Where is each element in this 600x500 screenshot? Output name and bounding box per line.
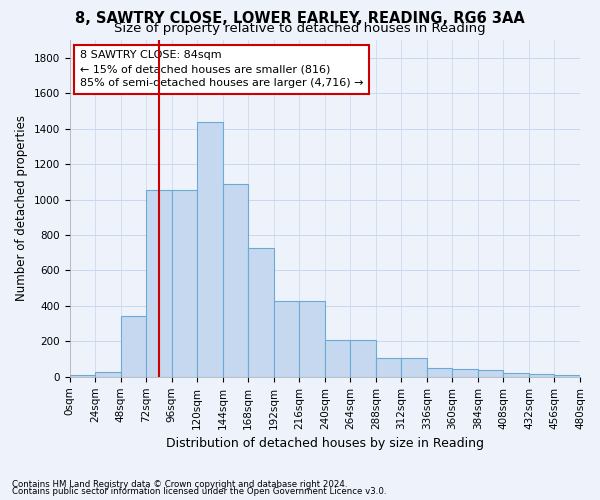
Bar <box>452 369 478 377</box>
Bar <box>70 376 95 377</box>
Text: Contains HM Land Registry data © Crown copyright and database right 2024.: Contains HM Land Registry data © Crown c… <box>12 480 347 489</box>
Bar <box>350 340 376 377</box>
Text: Size of property relative to detached houses in Reading: Size of property relative to detached ho… <box>114 22 486 35</box>
Bar <box>325 340 350 377</box>
Y-axis label: Number of detached properties: Number of detached properties <box>15 116 28 302</box>
Bar <box>248 248 274 377</box>
Bar <box>554 376 580 377</box>
Bar <box>478 370 503 377</box>
X-axis label: Distribution of detached houses by size in Reading: Distribution of detached houses by size … <box>166 437 484 450</box>
Bar <box>172 190 197 377</box>
Bar <box>427 368 452 377</box>
Text: 8, SAWTRY CLOSE, LOWER EARLEY, READING, RG6 3AA: 8, SAWTRY CLOSE, LOWER EARLEY, READING, … <box>75 11 525 26</box>
Bar <box>376 358 401 377</box>
Text: Contains public sector information licensed under the Open Government Licence v3: Contains public sector information licen… <box>12 488 386 496</box>
Bar <box>274 300 299 377</box>
Bar <box>401 358 427 377</box>
Bar <box>146 190 172 377</box>
Bar <box>121 316 146 377</box>
Bar <box>529 374 554 377</box>
Bar <box>299 300 325 377</box>
Bar <box>503 374 529 377</box>
Bar <box>95 372 121 377</box>
Bar <box>223 184 248 377</box>
Bar <box>197 122 223 377</box>
Text: 8 SAWTRY CLOSE: 84sqm
← 15% of detached houses are smaller (816)
85% of semi-det: 8 SAWTRY CLOSE: 84sqm ← 15% of detached … <box>80 50 363 88</box>
